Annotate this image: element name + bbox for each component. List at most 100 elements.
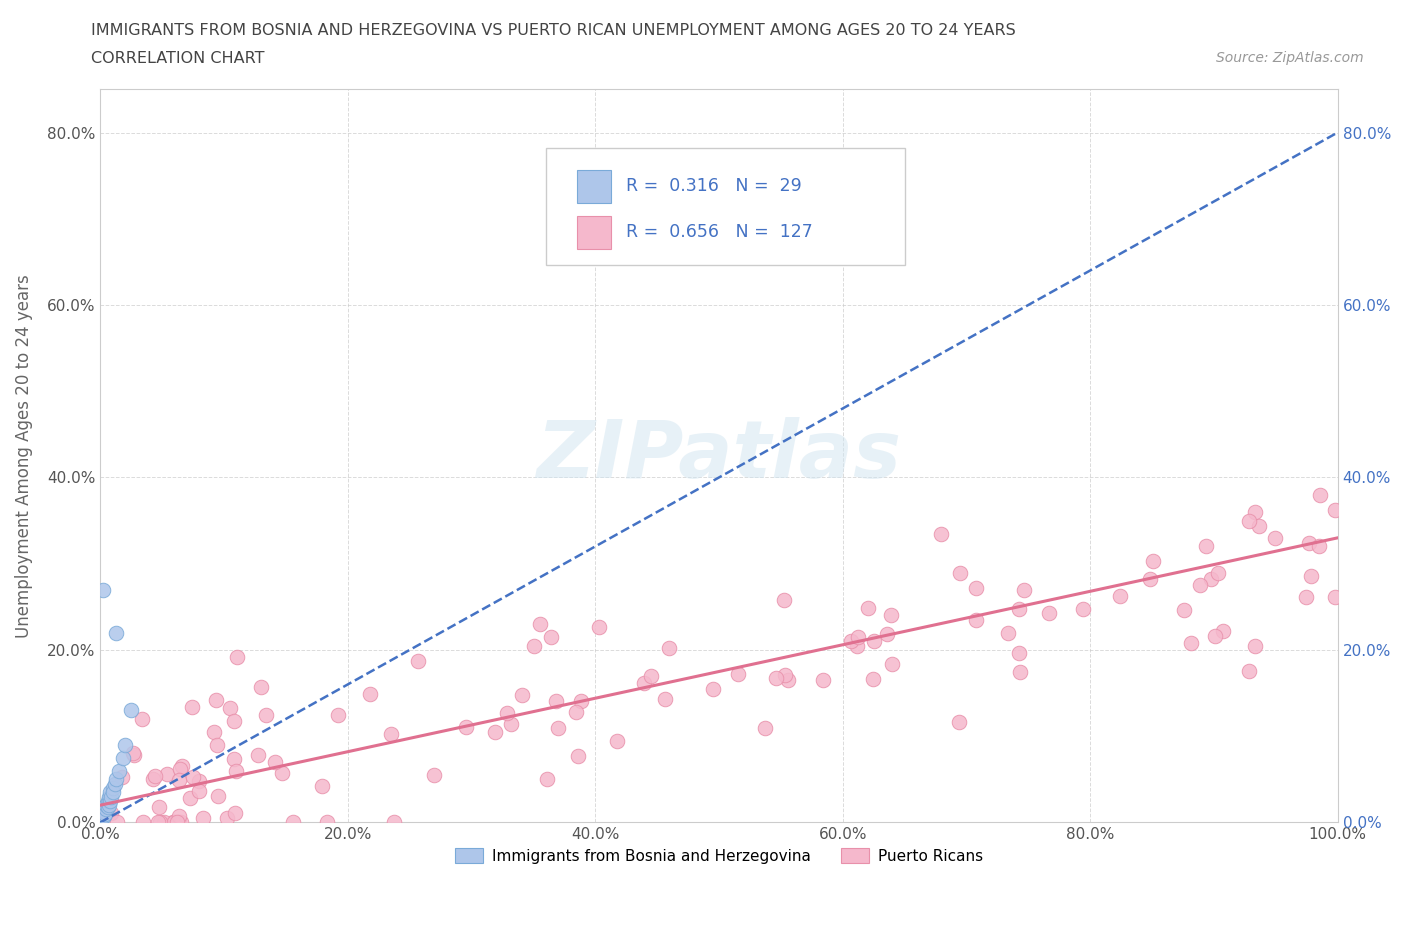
Text: IMMIGRANTS FROM BOSNIA AND HERZEGOVINA VS PUERTO RICAN UNEMPLOYMENT AMONG AGES 2: IMMIGRANTS FROM BOSNIA AND HERZEGOVINA V… <box>91 23 1017 38</box>
Point <box>131 815 153 830</box>
Point <box>143 768 166 783</box>
Point <box>765 671 787 685</box>
Point <box>1298 536 1320 551</box>
Point <box>217 811 239 826</box>
Point <box>94 804 117 819</box>
Point <box>1073 602 1095 617</box>
Point <box>207 737 229 752</box>
Point <box>1010 665 1032 680</box>
Point <box>153 815 176 830</box>
Point <box>264 755 287 770</box>
Point <box>96 798 118 813</box>
Point <box>547 721 569 736</box>
Point <box>90 811 112 826</box>
Point <box>311 778 333 793</box>
Point <box>606 733 628 748</box>
Point <box>1237 514 1260 529</box>
Point <box>1199 571 1222 586</box>
Point <box>536 771 558 786</box>
Point <box>856 601 879 616</box>
Point <box>93 806 115 821</box>
Point <box>567 749 589 764</box>
Point <box>1139 571 1161 586</box>
Point <box>839 634 862 649</box>
Point <box>773 592 796 607</box>
Point <box>540 630 562 644</box>
Point <box>1264 531 1286 546</box>
Point <box>148 800 170 815</box>
Point <box>225 764 247 778</box>
Point <box>848 630 870 644</box>
Point <box>91 808 114 823</box>
Point <box>496 705 519 720</box>
FancyBboxPatch shape <box>576 169 612 203</box>
Point <box>254 708 277 723</box>
Point <box>456 720 478 735</box>
Point <box>316 815 339 830</box>
Point <box>97 800 120 815</box>
Point <box>183 769 205 784</box>
Point <box>205 693 228 708</box>
Point <box>114 737 136 752</box>
Point <box>1108 589 1130 604</box>
Point <box>97 790 120 804</box>
Point <box>588 619 610 634</box>
Point <box>97 798 120 813</box>
Point <box>226 649 249 664</box>
Point <box>202 724 225 739</box>
Point <box>862 633 884 648</box>
Point <box>523 638 546 653</box>
Y-axis label: Unemployment Among Ages 20 to 24 years: Unemployment Among Ages 20 to 24 years <box>15 274 32 638</box>
Point <box>702 681 724 696</box>
Point <box>1012 582 1035 597</box>
Point <box>121 746 143 761</box>
Point <box>965 613 987 628</box>
Point <box>149 815 172 830</box>
Point <box>380 726 402 741</box>
Point <box>100 790 122 804</box>
Point <box>191 811 214 826</box>
Point <box>167 815 190 830</box>
Legend: Immigrants from Bosnia and Herzegovina, Puerto Ricans: Immigrants from Bosnia and Herzegovina, … <box>449 842 988 870</box>
Point <box>94 800 117 815</box>
Point <box>169 761 191 776</box>
Point <box>564 705 586 720</box>
Point <box>271 765 294 780</box>
Point <box>546 693 568 708</box>
FancyBboxPatch shape <box>546 148 904 265</box>
Point <box>120 703 142 718</box>
Point <box>754 720 776 735</box>
Point <box>727 666 749 681</box>
Point <box>169 773 191 788</box>
Point <box>105 625 128 640</box>
Point <box>484 724 506 739</box>
Point <box>93 802 115 817</box>
Point <box>169 808 191 823</box>
Point <box>156 766 179 781</box>
Point <box>94 806 117 821</box>
Point <box>101 780 124 795</box>
Point <box>180 700 202 715</box>
Point <box>1038 605 1060 620</box>
Point <box>162 815 184 830</box>
Point <box>359 686 381 701</box>
Text: CORRELATION CHART: CORRELATION CHART <box>91 51 264 66</box>
Point <box>96 802 118 817</box>
Point <box>1323 503 1346 518</box>
Point <box>93 808 115 823</box>
Point <box>965 580 987 595</box>
Point <box>91 582 114 597</box>
Point <box>187 773 209 788</box>
Point <box>90 806 112 821</box>
Point <box>188 783 211 798</box>
Point <box>166 815 188 830</box>
Point <box>97 793 120 808</box>
Point <box>658 640 681 655</box>
Point <box>406 654 429 669</box>
Point <box>222 751 245 766</box>
Point <box>423 767 446 782</box>
Point <box>510 687 533 702</box>
Point <box>776 673 799 688</box>
Point <box>633 676 655 691</box>
Point <box>1237 663 1260 678</box>
